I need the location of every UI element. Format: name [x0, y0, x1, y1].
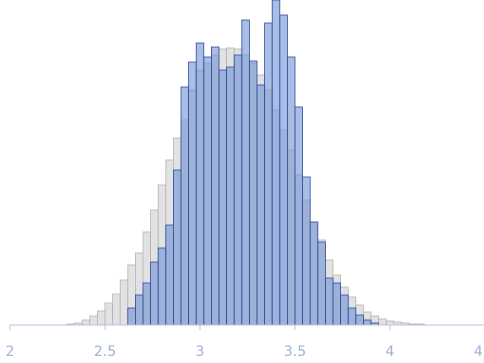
- histogram-bar: [210, 46, 220, 326]
- histogram-bar: [332, 282, 341, 326]
- histogram-bar: [355, 314, 364, 326]
- histogram-bar: [378, 318, 387, 326]
- histogram-bar: [309, 221, 319, 326]
- histogram-bar: [264, 22, 273, 326]
- histogram-bar: [218, 69, 227, 326]
- x-tick-label: 4: [386, 344, 395, 360]
- histogram-bar: [226, 66, 235, 326]
- histogram-bar: [324, 277, 334, 326]
- histogram-bar: [248, 60, 258, 326]
- histogram-bar: [294, 106, 303, 326]
- histogram-bar: [385, 320, 395, 326]
- x-tick-label: 4.5: [474, 344, 484, 360]
- x-tick-label: 2: [6, 344, 15, 360]
- histogram-bar: [127, 307, 136, 326]
- histogram-bar: [286, 56, 296, 326]
- histogram-bar: [203, 56, 212, 326]
- histogram-bar: [104, 302, 113, 326]
- x-tick-label: 3: [196, 344, 205, 360]
- histogram-bar: [81, 319, 91, 326]
- histogram-bar: [112, 293, 121, 326]
- histogram-bar: [233, 54, 243, 326]
- histogram-bar: [340, 294, 349, 326]
- histogram-bar: [362, 319, 372, 326]
- histogram-bar: [279, 14, 288, 326]
- histogram-bar: [347, 307, 357, 326]
- histogram-bar: [165, 224, 174, 326]
- histogram-bar: [172, 169, 182, 326]
- x-tick-label: 3.5: [284, 344, 306, 360]
- histogram-bar: [256, 84, 265, 326]
- histogram-bar: [89, 315, 98, 326]
- histogram-bar: [180, 86, 189, 326]
- histogram-bar: [142, 282, 151, 326]
- histogram-bar: [150, 261, 159, 326]
- histogram-bar: [302, 176, 311, 326]
- histogram-bar: [119, 279, 129, 326]
- histogram-bar: [134, 294, 144, 326]
- histogram-bar: [241, 19, 250, 326]
- histogram-bar: [97, 310, 106, 326]
- histogram-bar: [317, 241, 326, 326]
- histogram-bar: [157, 247, 167, 326]
- histogram-bar: [188, 61, 197, 326]
- x-tick-label: 2.5: [94, 344, 116, 360]
- histogram-bar: [271, 0, 281, 326]
- histogram-bar: [195, 42, 205, 326]
